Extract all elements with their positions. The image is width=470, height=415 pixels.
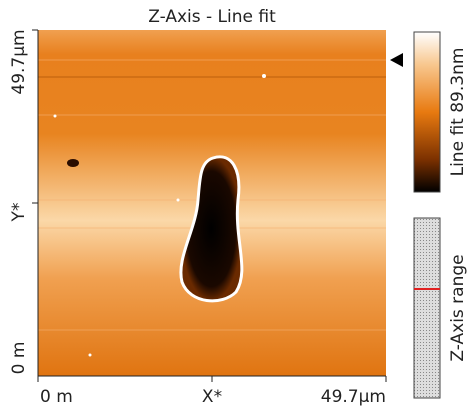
y-label-middle: Y* <box>9 203 29 223</box>
y-label-bottom: 0 m <box>9 342 29 375</box>
x-label-left: 0 m <box>40 387 73 407</box>
x-label-right: 49.7μm <box>321 387 386 407</box>
range-bar <box>413 217 441 399</box>
colorbar-label: Line fit 89.3nm <box>448 48 468 177</box>
title: Z-Axis - Line fit <box>148 7 276 27</box>
afm-image <box>38 30 386 376</box>
axis-frame <box>32 29 387 382</box>
x-label-middle: X* <box>202 387 222 407</box>
range-label: Z-Axis range <box>448 254 468 361</box>
colorbar <box>413 31 441 193</box>
y-label-top: 49.7μm <box>9 29 29 94</box>
marker-arrow <box>390 53 403 67</box>
